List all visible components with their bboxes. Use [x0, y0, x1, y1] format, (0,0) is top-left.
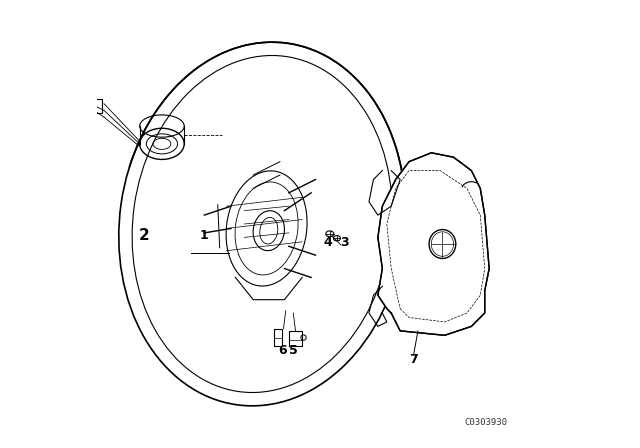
- Polygon shape: [378, 153, 489, 335]
- Text: 5: 5: [289, 345, 298, 358]
- Text: 3: 3: [340, 236, 349, 249]
- Text: 6: 6: [278, 345, 287, 358]
- Text: 7: 7: [409, 353, 418, 366]
- Text: 1: 1: [200, 229, 209, 242]
- Text: C0303930: C0303930: [464, 418, 507, 426]
- Text: 4: 4: [323, 236, 332, 249]
- Text: 2: 2: [139, 228, 150, 243]
